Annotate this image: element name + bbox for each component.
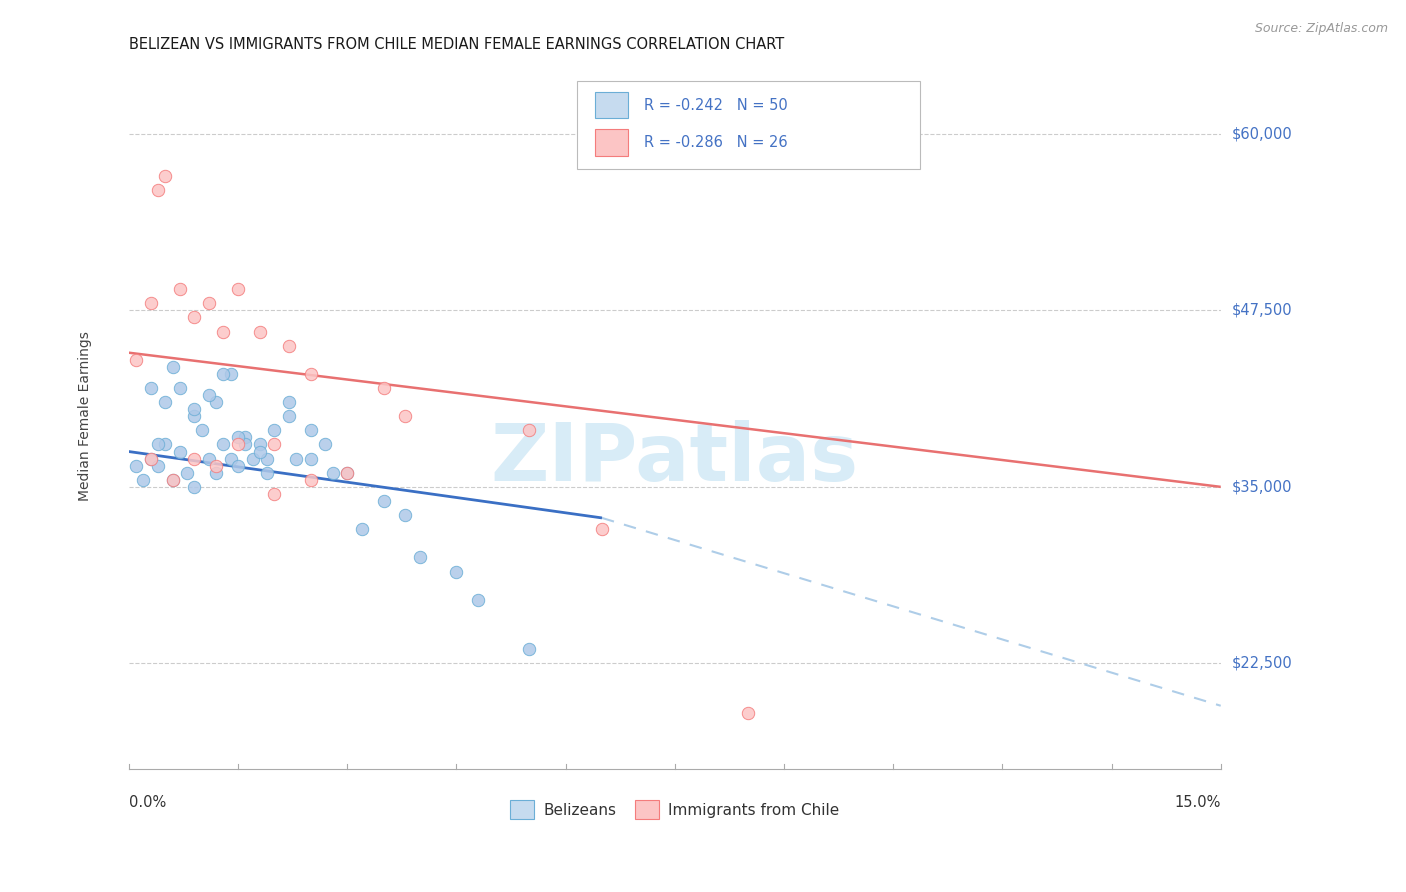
Point bbox=[249, 325, 271, 339]
Text: 15.0%: 15.0% bbox=[1174, 795, 1220, 810]
Point bbox=[183, 310, 205, 325]
Point bbox=[336, 466, 359, 480]
Point bbox=[249, 437, 271, 451]
Point bbox=[394, 508, 416, 522]
Point bbox=[162, 359, 184, 374]
Point bbox=[278, 395, 301, 409]
Text: Median Female Earnings: Median Female Earnings bbox=[79, 331, 93, 501]
Point bbox=[219, 367, 242, 381]
Point bbox=[373, 494, 395, 508]
Point bbox=[226, 430, 249, 444]
Point bbox=[169, 381, 191, 395]
Point bbox=[517, 423, 540, 437]
Point bbox=[256, 466, 278, 480]
Text: $60,000: $60,000 bbox=[1232, 127, 1292, 141]
Point bbox=[256, 451, 278, 466]
Point bbox=[263, 423, 285, 437]
Point bbox=[155, 395, 177, 409]
Point bbox=[226, 282, 249, 296]
Point bbox=[212, 437, 235, 451]
Point bbox=[155, 169, 177, 183]
Point bbox=[183, 480, 205, 494]
Point bbox=[299, 473, 322, 487]
Point bbox=[285, 451, 308, 466]
Point bbox=[314, 437, 336, 451]
Point bbox=[219, 451, 242, 466]
FancyBboxPatch shape bbox=[576, 81, 921, 169]
Text: R = -0.286   N = 26: R = -0.286 N = 26 bbox=[644, 135, 787, 150]
Point bbox=[233, 430, 256, 444]
Point bbox=[299, 367, 322, 381]
Text: $47,500: $47,500 bbox=[1232, 302, 1292, 318]
Text: $22,500: $22,500 bbox=[1232, 656, 1292, 671]
Point bbox=[373, 381, 395, 395]
Point bbox=[591, 522, 613, 536]
Text: BELIZEAN VS IMMIGRANTS FROM CHILE MEDIAN FEMALE EARNINGS CORRELATION CHART: BELIZEAN VS IMMIGRANTS FROM CHILE MEDIAN… bbox=[129, 37, 785, 53]
Point bbox=[205, 395, 228, 409]
Point bbox=[263, 437, 285, 451]
Point bbox=[737, 706, 759, 720]
Point bbox=[139, 451, 162, 466]
Point bbox=[242, 451, 264, 466]
Point bbox=[350, 522, 373, 536]
Point bbox=[139, 451, 162, 466]
Point bbox=[139, 381, 162, 395]
Point bbox=[139, 296, 162, 310]
Point bbox=[409, 550, 432, 565]
Point bbox=[176, 466, 198, 480]
Point bbox=[162, 473, 184, 487]
Point bbox=[169, 444, 191, 458]
Point bbox=[467, 592, 489, 607]
Text: $35,000: $35,000 bbox=[1232, 479, 1292, 494]
Point bbox=[205, 466, 228, 480]
Point bbox=[146, 437, 169, 451]
Point bbox=[226, 458, 249, 473]
Legend: Belizeans, Immigrants from Chile: Belizeans, Immigrants from Chile bbox=[503, 795, 846, 825]
Point bbox=[146, 458, 169, 473]
Point bbox=[446, 565, 468, 579]
Point bbox=[226, 437, 249, 451]
Point bbox=[183, 451, 205, 466]
Point bbox=[169, 282, 191, 296]
Point bbox=[299, 423, 322, 437]
Point bbox=[212, 367, 235, 381]
Point bbox=[125, 458, 148, 473]
Point bbox=[183, 402, 205, 417]
Text: 0.0%: 0.0% bbox=[129, 795, 166, 810]
FancyBboxPatch shape bbox=[595, 92, 628, 119]
Point bbox=[517, 642, 540, 657]
Point bbox=[263, 487, 285, 501]
FancyBboxPatch shape bbox=[595, 129, 628, 156]
Point bbox=[198, 451, 221, 466]
Point bbox=[155, 437, 177, 451]
Point bbox=[190, 423, 212, 437]
Point bbox=[162, 473, 184, 487]
Point bbox=[249, 444, 271, 458]
Point bbox=[322, 466, 344, 480]
Point bbox=[299, 451, 322, 466]
Point bbox=[233, 437, 256, 451]
Point bbox=[278, 338, 301, 352]
Text: ZIPatlas: ZIPatlas bbox=[491, 419, 859, 498]
Point bbox=[212, 325, 235, 339]
Text: R = -0.242   N = 50: R = -0.242 N = 50 bbox=[644, 97, 787, 112]
Point bbox=[132, 473, 155, 487]
Point bbox=[183, 409, 205, 424]
Point bbox=[336, 466, 359, 480]
Point bbox=[394, 409, 416, 424]
Point bbox=[125, 352, 148, 367]
Point bbox=[146, 183, 169, 197]
Point bbox=[205, 458, 228, 473]
Text: Source: ZipAtlas.com: Source: ZipAtlas.com bbox=[1254, 22, 1388, 36]
Point bbox=[278, 409, 301, 424]
Point bbox=[198, 388, 221, 402]
Point bbox=[198, 296, 221, 310]
